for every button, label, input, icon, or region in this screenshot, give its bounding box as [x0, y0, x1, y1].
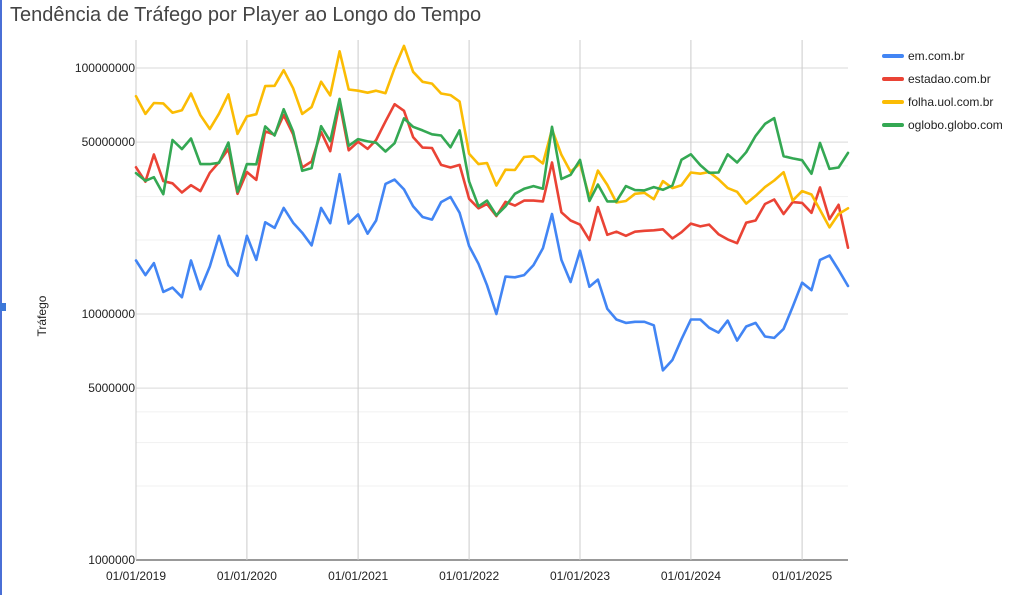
legend-label: folha.uol.com.br	[908, 95, 993, 109]
window-left-edge	[0, 0, 2, 595]
x-tick-label: 01/01/2025	[772, 569, 832, 583]
legend: em.com.br estadao.com.br folha.uol.com.br o…	[882, 49, 1003, 132]
x-axis-ticks: 01/01/2019 01/01/2020 01/01/2021 01/01/2022…	[106, 569, 832, 583]
x-tick-label: 01/01/2022	[439, 569, 499, 583]
series-line-em-com-br	[134, 172, 850, 372]
y-axis-ticks: 100000000 50000000 10000000 5000000 1000000	[75, 61, 135, 567]
x-tick-label: 01/01/2019	[106, 569, 166, 583]
x-tick-label: 01/01/2020	[217, 569, 277, 583]
legend-label: oglobo.globo.com	[908, 118, 1003, 132]
x-tick-label: 01/01/2021	[328, 569, 388, 583]
resize-handle[interactable]	[0, 303, 6, 311]
series-lines	[134, 44, 850, 372]
y-tick-label: 50000000	[82, 135, 136, 149]
x-tick-label: 01/01/2024	[661, 569, 721, 583]
y-axis-label: Tráfego	[35, 295, 49, 336]
series-line-folha-uol-com-br	[134, 44, 850, 229]
y-tick-label: 5000000	[88, 381, 135, 395]
y-tick-label: 1000000	[88, 553, 135, 567]
legend-label: estadao.com.br	[908, 72, 991, 86]
series-line-oglobo-globo-com	[134, 97, 850, 217]
legend-label: em.com.br	[908, 49, 965, 63]
x-tick-label: 01/01/2023	[550, 569, 610, 583]
y-tick-label: 100000000	[75, 61, 135, 75]
chart-title: Tendência de Tráfego por Player ao Longo…	[10, 4, 482, 26]
y-tick-label: 10000000	[82, 307, 136, 321]
